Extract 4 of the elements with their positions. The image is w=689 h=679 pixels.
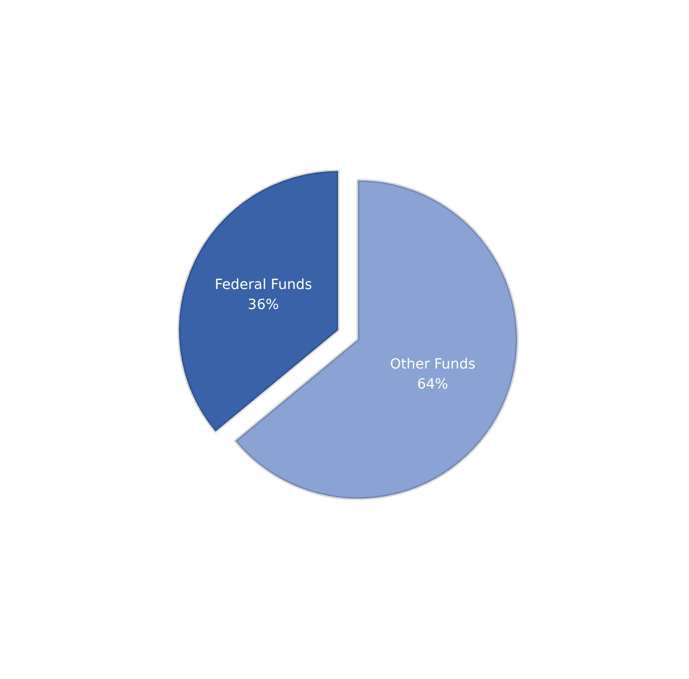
slice-label: Federal Funds	[214, 276, 312, 293]
data-label: 36%	[248, 296, 279, 313]
data-label: 64%	[417, 376, 448, 393]
slice-label: Other Funds	[390, 356, 476, 373]
